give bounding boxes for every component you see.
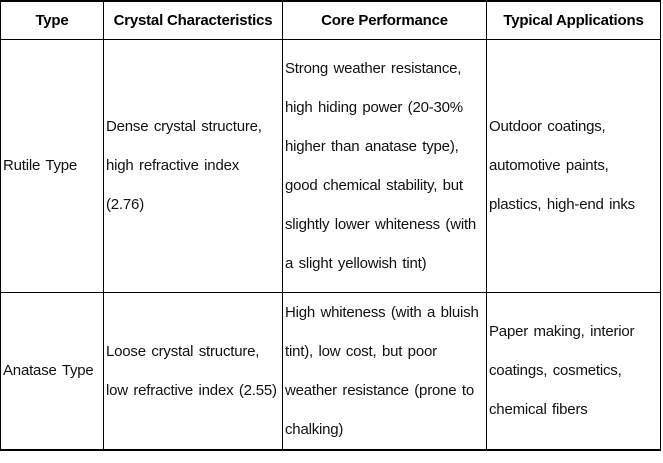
header-core-performance: Core Performance [282, 0, 487, 40]
cell-anatase-crystal-characteristics: Loose crystal structure, low refractive … [103, 291, 283, 450]
table-row-rutile: Rutile Type Dense crystal structure, hig… [0, 38, 661, 293]
header-row: Type Crystal Characteristics Core Perfor… [0, 0, 661, 40]
header-crystal-characteristics: Crystal Characteristics [103, 0, 283, 40]
cell-rutile-type: Rutile Type [0, 38, 104, 293]
header-type: Type [0, 0, 104, 40]
header-typical-applications: Typical Applications [486, 0, 661, 40]
cell-anatase-typical-applications: Paper making, interior coatings, cosmeti… [486, 291, 661, 450]
tio2-types-comparison-table: Type Crystal Characteristics Core Perfor… [0, 0, 661, 451]
table-row-anatase: Anatase Type Loose crystal structure, lo… [0, 291, 661, 450]
cell-rutile-crystal-characteristics: Dense crystal structure, high refractive… [103, 38, 283, 293]
cell-anatase-core-performance: High whiteness (with a bluish tint), low… [282, 291, 487, 450]
cell-anatase-type: Anatase Type [0, 291, 104, 450]
cell-rutile-core-performance: Strong weather resistance, high hiding p… [282, 38, 487, 293]
cell-rutile-typical-applications: Outdoor coatings, automotive paints, pla… [486, 38, 661, 293]
